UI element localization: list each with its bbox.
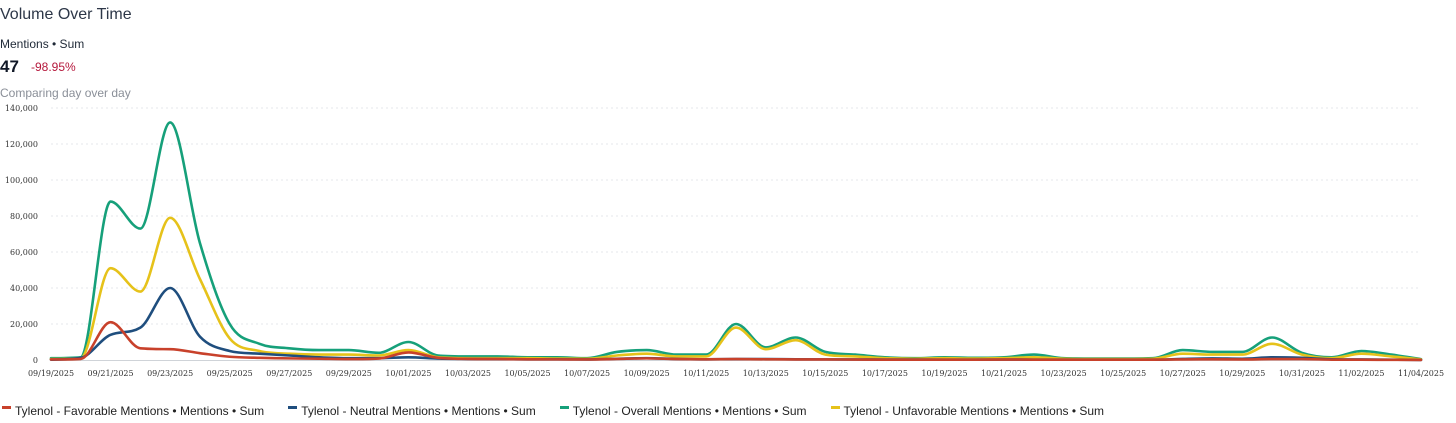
x-tick-label: 10/03/2025 xyxy=(445,369,491,378)
y-tick-label: 140,000 xyxy=(5,104,38,113)
comparison-label: Comparing day over day xyxy=(0,86,131,100)
total-value: 47 xyxy=(0,57,19,76)
metric-label: Mentions • Sum xyxy=(0,37,85,51)
x-tick-label: 09/19/2025 xyxy=(28,369,74,378)
y-tick-label: 0 xyxy=(33,356,38,365)
legend-label: Tylenol - Neutral Mentions • Mentions • … xyxy=(301,404,536,418)
legend-label: Tylenol - Overall Mentions • Mentions • … xyxy=(572,404,807,418)
chart-title: Volume Over Time xyxy=(0,6,132,23)
x-tick-label: 10/31/2025 xyxy=(1279,369,1325,378)
x-tick-label: 10/11/2025 xyxy=(683,369,729,378)
x-tick-label: 11/02/2025 xyxy=(1338,369,1384,378)
x-tick-label: 10/21/2025 xyxy=(981,369,1027,378)
x-tick-label: 09/29/2025 xyxy=(326,369,372,378)
x-tick-label: 10/09/2025 xyxy=(624,369,670,378)
legend-label: Tylenol - Unfavorable Mentions • Mention… xyxy=(843,404,1105,418)
x-axis-ticks: 09/19/2025 09/21/2025 09/23/2025 09/25/2025… xyxy=(28,369,1444,378)
y-tick-label: 100,000 xyxy=(5,176,38,185)
legend-swatch xyxy=(288,405,298,409)
legend-item[interactable]: Tylenol - Overall Mentions • Mentions • … xyxy=(559,404,807,418)
x-tick-label: 10/05/2025 xyxy=(504,369,550,378)
x-tick-label: 09/25/2025 xyxy=(207,369,253,378)
x-tick-label: 10/29/2025 xyxy=(1219,369,1265,378)
x-tick-label: 10/07/2025 xyxy=(564,369,610,378)
y-tick-label: 120,000 xyxy=(5,140,38,149)
y-tick-label: 40,000 xyxy=(10,284,38,293)
legend-swatch xyxy=(559,405,569,409)
series-line-2 xyxy=(49,121,1423,361)
x-tick-label: 10/01/2025 xyxy=(385,369,431,378)
x-tick-label: 10/25/2025 xyxy=(1100,369,1146,378)
legend-label: Tylenol - Favorable Mentions • Mentions … xyxy=(15,404,265,418)
x-tick-label: 10/27/2025 xyxy=(1160,369,1206,378)
series-line-3 xyxy=(49,216,1423,361)
legend-item[interactable]: Tylenol - Unfavorable Mentions • Mention… xyxy=(830,404,1105,418)
x-tick-label: 10/19/2025 xyxy=(921,369,967,378)
series-line-0 xyxy=(49,320,1423,362)
line-chart: 0 20,000 40,000 60,000 80,000 100,000 120,000 1… xyxy=(5,104,1444,378)
y-tick-label: 20,000 xyxy=(10,320,38,329)
y-tick-label: 60,000 xyxy=(10,248,38,257)
x-tick-label: 11/04/2025 xyxy=(1398,369,1444,378)
y-axis-ticks: 0 20,000 40,000 60,000 80,000 100,000 120,000 1… xyxy=(5,104,38,365)
legend-item[interactable]: Tylenol - Favorable Mentions • Mentions … xyxy=(2,404,264,418)
delta-percentage: -98.95% xyxy=(31,60,76,74)
x-tick-label: 10/17/2025 xyxy=(862,369,908,378)
x-tick-label: 10/23/2025 xyxy=(1041,369,1087,378)
x-tick-label: 10/15/2025 xyxy=(802,369,848,378)
legend-swatch xyxy=(2,405,11,409)
legend: Tylenol - Favorable Mentions • Mentions … xyxy=(2,402,1128,420)
legend-swatch xyxy=(830,405,840,409)
legend-item[interactable]: Tylenol - Neutral Mentions • Mentions • … xyxy=(288,404,536,418)
y-tick-label: 80,000 xyxy=(10,212,38,221)
x-tick-label: 10/13/2025 xyxy=(743,369,789,378)
x-tick-label: 09/23/2025 xyxy=(147,369,193,378)
series-lines xyxy=(49,121,1423,362)
x-tick-label: 09/21/2025 xyxy=(88,369,134,378)
x-tick-label: 09/27/2025 xyxy=(266,369,312,378)
gridlines xyxy=(51,107,1421,325)
